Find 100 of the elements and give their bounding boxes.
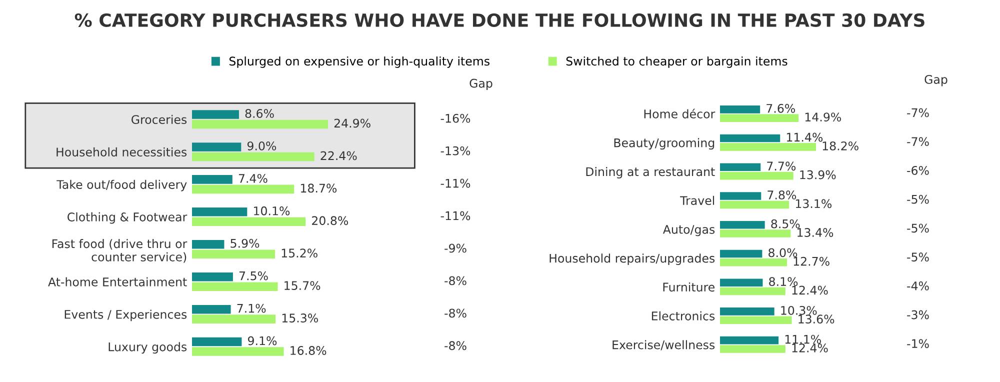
text: -16%	[440, 114, 470, 123]
bar	[192, 304, 231, 314]
text: -8%	[444, 308, 466, 318]
bar	[192, 175, 232, 184]
bar	[720, 336, 779, 344]
text: -5%	[907, 252, 929, 262]
bar	[192, 250, 276, 259]
bar	[720, 308, 774, 316]
y-tick-label: Auto/gas	[662, 225, 715, 236]
y-tick-label: Travel	[680, 196, 714, 205]
bar	[720, 250, 762, 258]
bar	[192, 208, 248, 216]
bar	[720, 192, 762, 200]
data-label: 8.6%	[245, 109, 274, 118]
data-label: 9.0%	[247, 141, 276, 150]
text: -5%	[907, 224, 929, 233]
text: -3%	[907, 310, 929, 320]
data-label: 11.1%	[785, 334, 821, 344]
y-tick-label: Household necessities	[56, 147, 187, 156]
bar	[192, 110, 239, 119]
bar	[192, 240, 224, 249]
legend-label: Switched to cheaper or bargain items	[566, 56, 788, 68]
bar	[720, 163, 761, 172]
text: -8%	[444, 341, 466, 350]
y-tick-label: Take out/food delivery	[56, 180, 187, 192]
bar	[192, 314, 276, 324]
data-label: 13.1%	[796, 199, 832, 208]
bar	[192, 120, 328, 129]
bar	[192, 282, 278, 291]
y-tick-label: Exercise/wellness	[612, 340, 715, 350]
bar	[192, 337, 242, 346]
bar	[720, 134, 780, 142]
data-label: 14.9%	[805, 112, 841, 122]
text: -13%	[440, 146, 470, 156]
data-label: 12.7%	[794, 256, 830, 266]
bar	[192, 217, 306, 226]
data-label: 13.9%	[800, 170, 836, 180]
bar	[192, 347, 284, 356]
bar	[720, 200, 790, 209]
data-label: 15.7%	[284, 281, 320, 290]
data-label: 22.4%	[320, 151, 357, 160]
bar	[720, 143, 816, 151]
data-label: 8.0%	[768, 248, 798, 258]
text: -9%	[444, 244, 466, 253]
data-label: 10.1%	[254, 206, 290, 216]
data-label: 7.8%	[768, 190, 796, 200]
data-label: 13.6%	[798, 314, 834, 324]
y-tick-label: Luxury goods	[108, 342, 187, 354]
text: -7%	[907, 108, 929, 118]
y-tick-label: At-home Entertainment	[48, 277, 187, 286]
legend-label: Splurged on expensive or high-quality items	[229, 56, 490, 68]
bar	[720, 316, 792, 324]
y-tick-label: Fast food (drive thru or counter service)	[52, 239, 188, 263]
bar	[192, 142, 242, 152]
bar	[192, 272, 233, 282]
y-tick-label: Beauty/grooming	[614, 138, 714, 150]
bar	[192, 152, 314, 162]
y-tick-label: Home décor	[644, 108, 716, 118]
text: -8%	[444, 276, 466, 286]
y-tick-label: Events / Experiences	[64, 310, 187, 322]
bar	[720, 278, 763, 286]
data-label: 11.4%	[786, 132, 823, 142]
bar	[192, 184, 294, 194]
y-tick-label: Clothing & Footwear	[68, 212, 188, 224]
y-tick-label: Dining at a restaurant	[586, 166, 715, 178]
data-label: 20.8%	[312, 216, 348, 226]
bar	[720, 258, 787, 266]
bar	[720, 106, 760, 114]
bar	[720, 345, 786, 353]
y-tick-label: Household repairs/upgrades	[550, 254, 715, 266]
y-tick-label: Furniture	[663, 282, 715, 292]
bar	[720, 230, 791, 238]
text: -5%	[907, 194, 929, 204]
data-label: 10.3%	[781, 306, 817, 315]
text: -7%	[907, 137, 929, 146]
data-label: 9.1%	[248, 336, 277, 346]
data-label: 8.1%	[769, 277, 798, 286]
data-label: 13.4%	[798, 228, 834, 237]
bar	[720, 114, 799, 122]
data-label: 18.2%	[822, 141, 858, 150]
text: Gap	[470, 78, 492, 90]
text: -4%	[907, 281, 929, 290]
data-label: 7.4%	[238, 174, 268, 183]
data-label: 16.8%	[290, 346, 326, 355]
data-label: 7.5%	[239, 271, 268, 280]
data-label: 24.9%	[334, 118, 370, 128]
data-label: 18.7%	[300, 184, 337, 193]
data-label: 15.3%	[282, 314, 318, 322]
data-label: 8.5%	[771, 219, 800, 228]
text: Gap	[924, 74, 948, 86]
text: -1%	[907, 339, 929, 348]
data-label: 7.6%	[766, 104, 795, 113]
y-tick-label: Electronics	[652, 311, 715, 320]
text: -11%	[440, 211, 470, 220]
bar	[720, 287, 786, 296]
bar	[720, 172, 794, 180]
data-label: 7.7%	[767, 162, 796, 171]
text: -6%	[907, 166, 929, 175]
data-label: 5.9%	[230, 238, 260, 248]
data-label: 12.4%	[792, 286, 828, 295]
